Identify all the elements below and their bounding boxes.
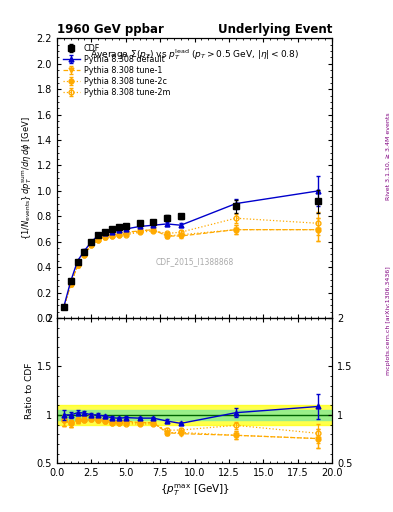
Text: 1960 GeV ppbar: 1960 GeV ppbar bbox=[57, 23, 164, 36]
Text: Underlying Event: Underlying Event bbox=[218, 23, 332, 36]
Text: Rivet 3.1.10, ≥ 3.4M events: Rivet 3.1.10, ≥ 3.4M events bbox=[386, 113, 391, 200]
Text: mcplots.cern.ch [arXiv:1306.3436]: mcplots.cern.ch [arXiv:1306.3436] bbox=[386, 266, 391, 375]
Y-axis label: Ratio to CDF: Ratio to CDF bbox=[25, 362, 34, 419]
Legend: CDF, Pythia 8.308 default, Pythia 8.308 tune-1, Pythia 8.308 tune-2c, Pythia 8.3: CDF, Pythia 8.308 default, Pythia 8.308 … bbox=[61, 42, 172, 99]
Text: Average $\Sigma(p_T)$ vs $p_T^\mathrm{lead}$ ($p_T > 0.5$ GeV, $|\eta| < 0.8$): Average $\Sigma(p_T)$ vs $p_T^\mathrm{le… bbox=[90, 47, 299, 62]
X-axis label: $\{p_T^\mathrm{max}$ [GeV]$\}$: $\{p_T^\mathrm{max}$ [GeV]$\}$ bbox=[160, 482, 230, 498]
Text: CDF_2015_I1388868: CDF_2015_I1388868 bbox=[155, 258, 234, 267]
Y-axis label: $\{1/N_\mathrm{events}\}\,dp_T^\mathrm{sum}/d\eta\,d\phi$ [GeV]: $\{1/N_\mathrm{events}\}\,dp_T^\mathrm{s… bbox=[20, 116, 34, 240]
